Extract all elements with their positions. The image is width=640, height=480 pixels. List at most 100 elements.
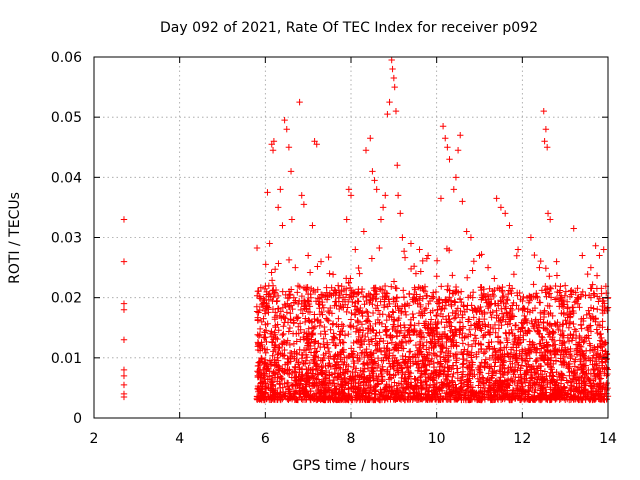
data-point: [390, 74, 398, 82]
data-point: [525, 349, 533, 356]
data-point: [417, 285, 424, 292]
data-points: [120, 56, 612, 404]
data-point: [427, 309, 434, 316]
data-point: [460, 302, 467, 309]
data-point: [373, 329, 380, 337]
data-point: [267, 293, 275, 300]
data-point: [299, 359, 307, 367]
data-point: [390, 316, 398, 323]
data-point: [584, 270, 591, 278]
data-point: [469, 359, 476, 366]
data-point: [413, 383, 420, 390]
data-point: [402, 375, 409, 383]
data-point: [293, 378, 300, 386]
data-point: [437, 195, 445, 202]
data-point: [444, 144, 451, 151]
data-point: [531, 396, 538, 403]
data-point: [480, 285, 487, 293]
data-point: [503, 296, 511, 303]
data-point: [387, 374, 395, 381]
data-point: [331, 342, 339, 349]
data-point: [417, 301, 424, 309]
data-point: [499, 362, 507, 369]
data-point: [275, 327, 282, 334]
data-point: [428, 344, 435, 352]
data-point: [451, 299, 459, 306]
data-point: [296, 320, 304, 327]
data-point: [430, 293, 437, 301]
data-point: [592, 318, 599, 326]
data-point: [316, 379, 323, 387]
x-tick-labels: 2 4 6 8 10 12 14: [90, 431, 617, 447]
data-point: [331, 369, 339, 377]
data-point: [373, 364, 381, 372]
data-point: [353, 324, 361, 332]
data-point: [400, 248, 408, 255]
data-point: [474, 375, 482, 382]
data-point: [120, 216, 128, 223]
data-point: [597, 383, 604, 390]
data-point: [335, 315, 342, 322]
data-point: [305, 316, 312, 324]
data-point: [277, 186, 284, 193]
data-point: [507, 308, 514, 316]
data-point: [394, 360, 401, 367]
data-point: [546, 320, 554, 328]
data-point: [416, 344, 423, 351]
data-point: [319, 301, 326, 309]
data-point: [484, 291, 492, 299]
data-point: [476, 252, 483, 259]
data-point: [369, 168, 376, 175]
data-point: [419, 257, 426, 265]
data-point: [343, 308, 350, 316]
data-point: [497, 345, 504, 353]
data-point: [536, 299, 543, 306]
data-point: [601, 365, 608, 373]
data-point: [570, 331, 577, 339]
data-point: [566, 363, 573, 371]
data-point: [344, 391, 352, 398]
data-point: [516, 350, 523, 358]
data-point: [390, 309, 397, 316]
data-point: [541, 368, 549, 375]
data-point: [554, 319, 561, 326]
data-point: [394, 162, 401, 169]
data-point: [311, 315, 318, 323]
data-point: [481, 293, 489, 300]
data-point: [452, 289, 459, 296]
data-point: [354, 317, 361, 324]
data-point: [568, 352, 576, 360]
y-tick-labels: 0 0.01 0.02 0.03 0.04 0.05 0.06: [51, 50, 82, 427]
data-point: [444, 334, 451, 342]
data-point: [577, 361, 585, 368]
data-point: [564, 334, 571, 341]
data-point: [389, 65, 396, 73]
data-point: [454, 305, 462, 312]
y-axis-label: ROTI / TECUs: [7, 192, 23, 284]
data-point: [453, 354, 461, 362]
data-point: [266, 240, 273, 247]
data-point: [440, 371, 447, 378]
data-point: [433, 379, 441, 387]
data-point: [295, 361, 302, 368]
data-point: [311, 381, 318, 389]
data-point: [405, 302, 413, 309]
data-point: [289, 382, 296, 390]
x-tick-label: 14: [599, 431, 617, 447]
data-point: [315, 386, 322, 393]
data-point: [508, 285, 516, 292]
data-point: [405, 327, 412, 334]
data-point: [486, 285, 493, 292]
data-point: [482, 356, 489, 363]
data-point: [509, 360, 516, 367]
data-point: [306, 308, 314, 316]
data-point: [274, 204, 282, 211]
data-point: [536, 394, 544, 401]
data-point: [522, 388, 530, 396]
data-point: [322, 373, 329, 381]
data-point: [379, 286, 386, 294]
data-point: [283, 379, 291, 386]
data-point: [598, 334, 605, 342]
data-point: [572, 328, 580, 335]
data-point: [452, 174, 460, 181]
